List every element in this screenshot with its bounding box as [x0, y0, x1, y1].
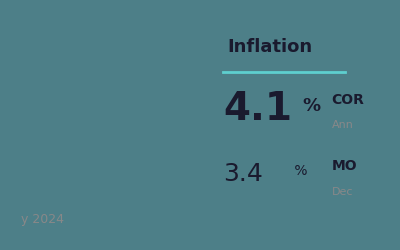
- Text: %: %: [290, 164, 307, 178]
- Text: Inflation: Inflation: [227, 38, 312, 56]
- Text: MO: MO: [332, 160, 357, 173]
- Text: y 2024: y 2024: [20, 213, 64, 226]
- Text: Ann: Ann: [332, 120, 353, 130]
- Text: %: %: [303, 98, 327, 116]
- Text: Dec: Dec: [332, 187, 353, 197]
- Text: 3.4: 3.4: [223, 162, 263, 186]
- Text: 4.1: 4.1: [223, 90, 292, 128]
- Text: COR: COR: [332, 93, 364, 107]
